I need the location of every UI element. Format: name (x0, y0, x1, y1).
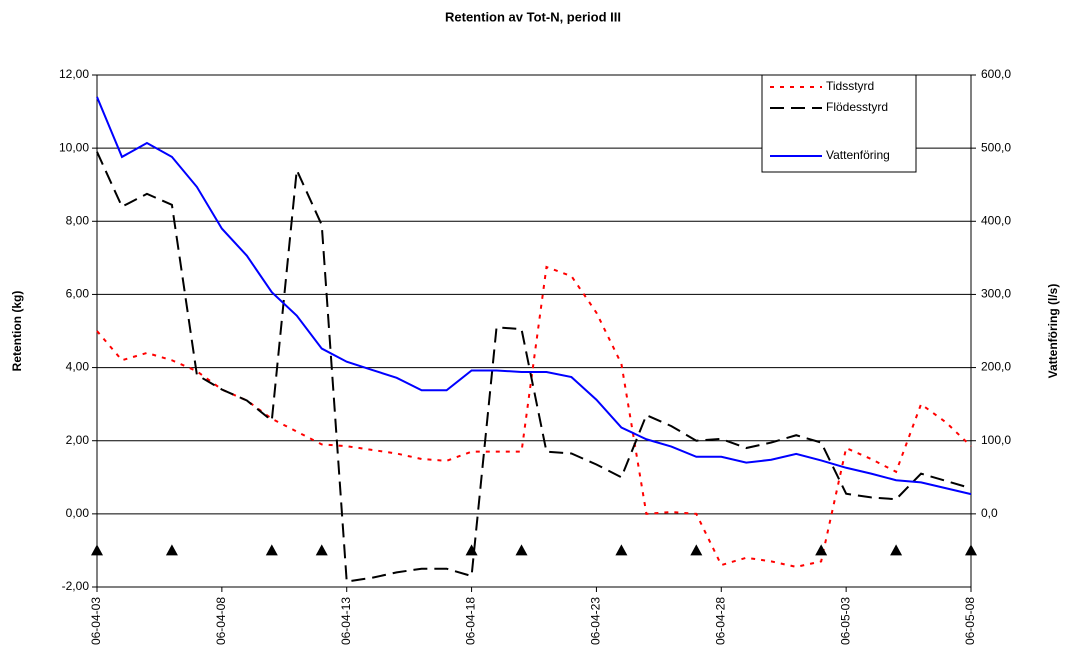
y-tick-label: 4,00 (66, 360, 90, 374)
y-tick-label: 6,00 (66, 287, 90, 301)
y-tick-label: 12,00 (59, 67, 89, 81)
x-tick-label: 06-04-08 (214, 597, 228, 645)
triangle-marker (91, 544, 103, 556)
y2-tick-label: 500,0 (981, 140, 1011, 154)
y-tick-label: 10,00 (59, 140, 89, 154)
triangle-marker (165, 544, 178, 556)
legend-label: Vattenföring (826, 148, 890, 162)
triangle-marker (265, 544, 278, 556)
x-tick-label: 06-04-03 (89, 597, 103, 645)
x-tick-label: 06-04-28 (713, 597, 727, 645)
triangle-marker (315, 544, 328, 556)
x-tick-label: 06-04-13 (339, 597, 353, 645)
y2-tick-label: 100,0 (981, 433, 1011, 447)
triangle-marker (690, 544, 703, 556)
triangle-marker (465, 544, 478, 556)
series-line (96, 265, 972, 568)
chart-title: Retention av Tot-N, period III (445, 9, 621, 24)
legend-label: Tidsstyrd (826, 79, 874, 93)
y2-axis-title: Vattenföring (l/s) (1046, 284, 1060, 379)
y-tick-label: -2,00 (62, 579, 90, 593)
x-tick-label: 06-04-18 (464, 597, 478, 645)
y2-tick-label: 300,0 (981, 287, 1011, 301)
y2-tick-label: 0,0 (981, 506, 998, 520)
triangle-marker (615, 544, 628, 556)
triangle-marker (515, 544, 528, 556)
series-line (96, 151, 972, 583)
y2-tick-label: 200,0 (981, 360, 1011, 374)
legend-label: Flödesstyrd (826, 100, 888, 114)
series-line (96, 96, 972, 496)
y-tick-label: 8,00 (66, 213, 90, 227)
y-tick-label: 2,00 (66, 433, 90, 447)
triangle-marker (815, 544, 828, 556)
x-tick-label: 06-05-08 (963, 597, 977, 645)
y-axis-title: Retention (kg) (10, 291, 24, 372)
y2-tick-label: 600,0 (981, 67, 1011, 81)
x-tick-label: 06-04-23 (589, 597, 603, 645)
triangle-marker (965, 544, 977, 556)
x-tick-label: 06-05-03 (838, 597, 852, 645)
y-tick-label: 0,00 (66, 506, 90, 520)
triangle-marker (890, 544, 903, 556)
y2-tick-label: 400,0 (981, 213, 1011, 227)
